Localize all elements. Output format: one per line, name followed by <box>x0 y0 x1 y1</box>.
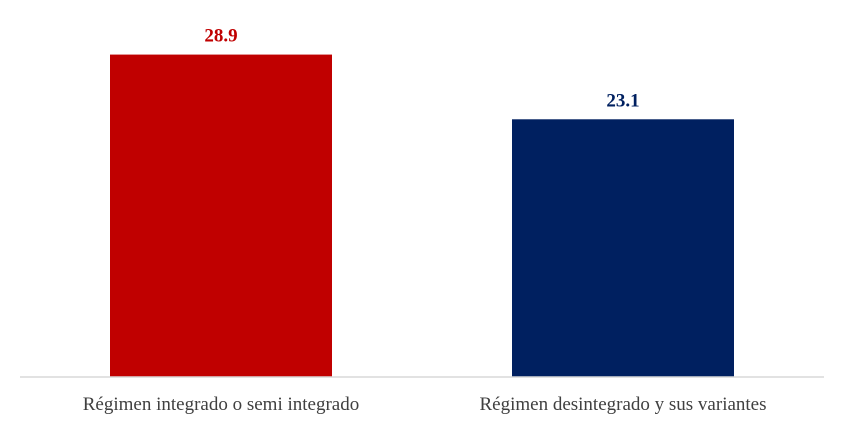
value-labels-layer: 28.9 23.1 <box>204 26 639 112</box>
value-label-2: 23.1 <box>606 90 639 111</box>
bars-layer <box>110 54 734 378</box>
category-label-2: Régimen desintegrado y sus variantes <box>479 394 766 415</box>
bar-1 <box>110 54 332 377</box>
bar-2 <box>512 119 734 378</box>
category-labels-layer: Régimen integrado o semi integrado Régime… <box>83 394 767 415</box>
value-label-1: 28.9 <box>204 26 237 47</box>
category-label-1: Régimen integrado o semi integrado <box>83 394 359 415</box>
